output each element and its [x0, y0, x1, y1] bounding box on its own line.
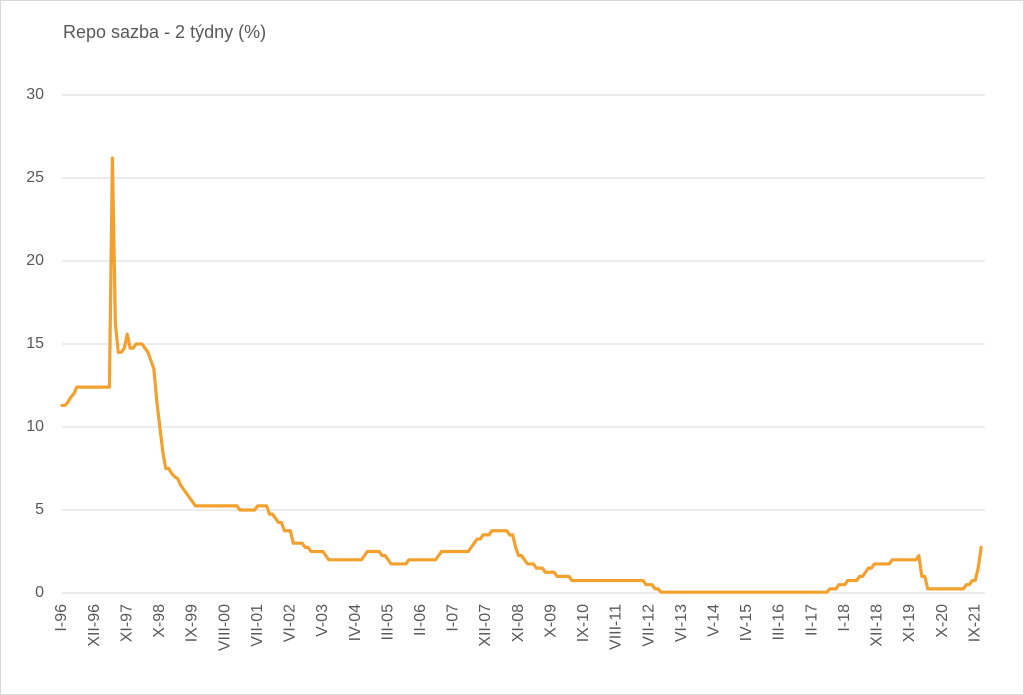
x-tick-label: VII-01 — [249, 604, 266, 647]
x-tick-label: X-98 — [151, 604, 168, 638]
x-tick-label: I-07 — [445, 604, 462, 632]
y-tick-label: 5 — [35, 501, 44, 518]
data-line — [60, 156, 983, 594]
x-tick-label: II-17 — [803, 604, 820, 636]
x-tick-label: VIII-11 — [608, 604, 625, 650]
x-tick-label: VI-02 — [282, 604, 299, 642]
y-tick-label: 20 — [26, 252, 44, 269]
x-tick-label: I-18 — [836, 604, 853, 632]
x-tick-label: V-14 — [706, 604, 723, 637]
x-tick-label: XII-18 — [869, 604, 886, 647]
x-tick-label: V-03 — [314, 604, 331, 637]
x-tick-label: IX-10 — [575, 604, 592, 642]
y-tick-label: 25 — [26, 169, 44, 186]
x-tick-label: II-06 — [412, 604, 429, 636]
x-tick-label: XII-07 — [477, 604, 494, 647]
x-tick-label: X-09 — [542, 604, 559, 638]
x-tick-label: XI-97 — [118, 604, 135, 642]
x-tick-label: VI-13 — [673, 604, 690, 642]
x-tick-label: VIII-00 — [216, 604, 233, 651]
x-tick-label: IX-99 — [184, 604, 201, 642]
x-tick-label: XII-96 — [86, 604, 103, 647]
y-tick-label: 0 — [35, 584, 44, 601]
x-tick-label: I-96 — [53, 604, 70, 632]
x-tick-label: XI-19 — [901, 604, 918, 642]
chart-title: Repo sazba - 2 týdny (%) — [63, 22, 266, 42]
y-tick-label: 10 — [26, 418, 44, 435]
x-tick-label: IV-15 — [738, 604, 755, 641]
x-tick-label: III-05 — [379, 604, 396, 641]
x-tick-label: IX-21 — [966, 604, 983, 642]
x-tick-label: III-16 — [771, 604, 788, 641]
x-tick-label: IV-04 — [347, 604, 364, 641]
x-tick-label: X-20 — [934, 604, 951, 638]
x-tick-label: XI-08 — [510, 604, 527, 642]
y-tick-label: 30 — [26, 86, 44, 103]
y-tick-label: 15 — [26, 335, 44, 352]
x-tick-label: VII-12 — [640, 604, 657, 647]
